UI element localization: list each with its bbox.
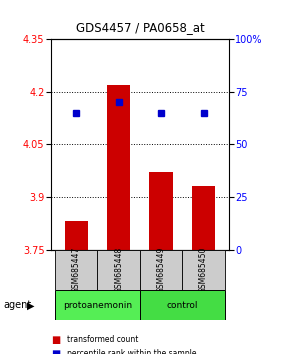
Text: ■: ■: [51, 349, 60, 354]
Bar: [107, 85, 130, 250]
Bar: [97, 250, 140, 290]
Bar: [149, 172, 173, 250]
Text: percentile rank within the sample: percentile rank within the sample: [67, 349, 196, 354]
Text: GSM685448: GSM685448: [114, 247, 123, 293]
Bar: [192, 186, 215, 250]
Text: ■: ■: [51, 335, 60, 345]
Text: ▶: ▶: [27, 300, 34, 310]
Text: GSM685449: GSM685449: [157, 247, 166, 293]
Text: GSM685450: GSM685450: [199, 247, 208, 293]
Text: GSM685447: GSM685447: [72, 247, 81, 293]
Text: transformed count: transformed count: [67, 335, 138, 344]
Text: protoanemonin: protoanemonin: [63, 301, 132, 310]
Bar: [55, 290, 140, 320]
Bar: [140, 290, 225, 320]
Text: agent: agent: [3, 300, 31, 310]
Text: GDS4457 / PA0658_at: GDS4457 / PA0658_at: [76, 21, 205, 34]
Bar: [182, 250, 225, 290]
Bar: [65, 222, 88, 250]
Bar: [140, 250, 182, 290]
Bar: [55, 250, 97, 290]
Text: control: control: [167, 301, 198, 310]
